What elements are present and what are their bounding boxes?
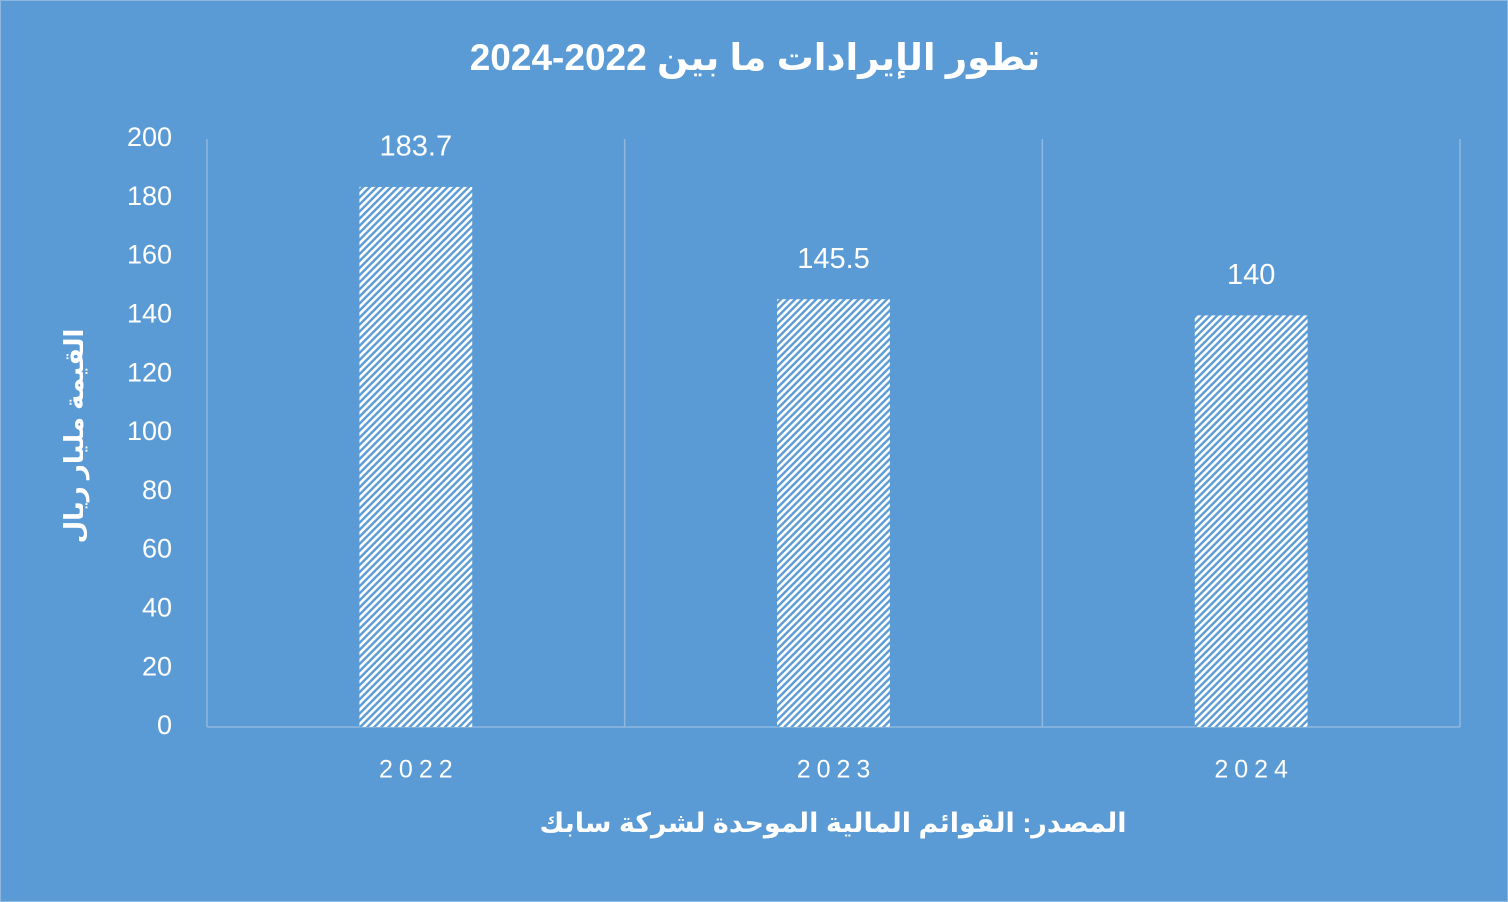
x-axis-label: المصدر: القوائم المالية الموحدة لشركة سا…	[539, 808, 1126, 839]
data-label: 183.7	[380, 131, 453, 163]
y-tick-label: 120	[127, 357, 172, 387]
y-tick-label: 160	[127, 240, 172, 270]
y-tick-label: 200	[127, 122, 172, 152]
bar	[1194, 315, 1308, 727]
y-tick-label: 80	[142, 475, 172, 505]
y-tick-label: 40	[142, 593, 172, 623]
bar	[359, 186, 473, 727]
y-tick-label: 180	[127, 181, 172, 211]
y-tick-label: 100	[127, 416, 172, 446]
x-tick-label: 2023	[797, 756, 877, 784]
data-label: 140	[1227, 259, 1275, 291]
y-tick-label: 20	[142, 651, 172, 681]
y-tick-label: 60	[142, 534, 172, 564]
data-label: 145.5	[797, 243, 870, 275]
y-tick-label: 0	[157, 710, 172, 740]
y-tick-label: 140	[127, 299, 172, 329]
y-axis-label: القيمة مليار ريال	[59, 329, 89, 544]
x-tick-label: 2022	[379, 756, 459, 784]
x-tick-label: 2024	[1214, 756, 1294, 784]
chart-title: تطور الإيرادات ما بين 2022-2024	[470, 37, 1041, 79]
bar	[777, 299, 890, 727]
